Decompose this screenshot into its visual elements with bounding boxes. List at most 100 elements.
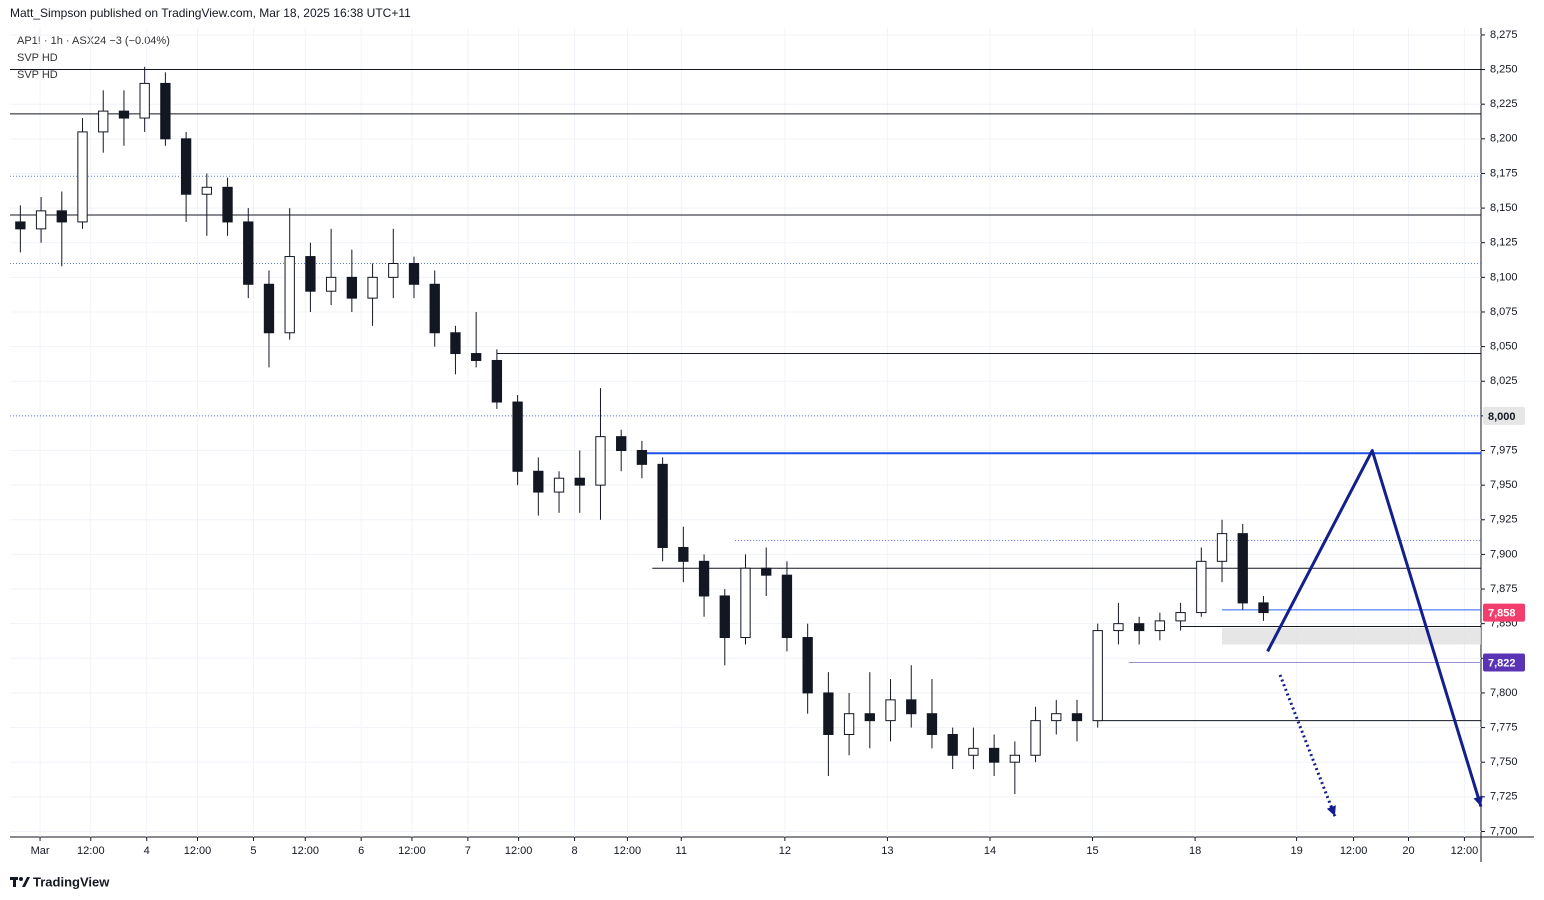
x-tick-label: 14: [984, 845, 996, 857]
brand: TradingView: [33, 874, 110, 889]
candle-body: [1216, 533, 1228, 562]
x-tick-label: 12:00: [614, 845, 642, 857]
candle-body: [450, 332, 461, 355]
price-tag: [1483, 653, 1525, 672]
candle-body: [1154, 620, 1166, 632]
candle-body: [761, 567, 772, 576]
y-tick-label: 8,075: [1490, 306, 1518, 318]
candle-body: [1133, 623, 1145, 632]
x-tick-label: 12:00: [184, 845, 212, 857]
candle-body: [305, 256, 316, 292]
candle-body: [906, 699, 917, 715]
candle-body: [802, 637, 813, 694]
x-tick-label: 12:00: [1451, 845, 1479, 857]
y-tick-label: 8,125: [1490, 237, 1518, 249]
candle-body: [719, 595, 730, 639]
candle-body: [698, 560, 710, 597]
candle-body: [35, 210, 47, 230]
candle-body: [408, 262, 420, 285]
y-tick-label: 7,750: [1490, 756, 1518, 768]
x-tick-label: 7: [465, 845, 471, 857]
candle-body: [367, 276, 378, 299]
y-tick-label: 7,950: [1490, 479, 1518, 491]
x-tick-label: 18: [1189, 845, 1201, 857]
indicator-legend: SVP HD: [17, 69, 58, 81]
y-tick-label: 7,775: [1490, 721, 1518, 733]
candle-body: [1071, 713, 1083, 722]
publisher: Matt_Simpson published on TradingView.co…: [10, 6, 411, 20]
x-tick-label: 12:00: [1340, 845, 1368, 857]
candle-body: [243, 221, 254, 285]
candle-body: [284, 256, 295, 334]
x-tick-label: 12: [779, 845, 791, 857]
candle-body: [947, 733, 958, 756]
x-tick-label: 15: [1086, 845, 1098, 857]
candle-body: [1196, 560, 1207, 614]
candle-body: [1175, 612, 1186, 622]
candle-body: [139, 82, 150, 119]
candle-body: [595, 436, 606, 486]
candle-body: [553, 477, 565, 493]
candle-body: [823, 692, 834, 735]
x-tick-label: 19: [1290, 845, 1302, 857]
x-tick-label: 4: [144, 845, 150, 857]
y-tick-label: 8,225: [1490, 98, 1518, 110]
candle-body: [864, 713, 875, 722]
symbol-legend: AP1! · 1h · ASX24 −3 (−0.04%): [17, 35, 170, 47]
price-tag-label: 7,858: [1488, 607, 1516, 619]
x-tick-label: 11: [676, 845, 687, 857]
candle-body: [1258, 602, 1269, 614]
arrow-head: [1473, 795, 1483, 807]
candle-body: [926, 713, 938, 735]
candle-body: [98, 110, 109, 133]
y-tick-label: 7,875: [1490, 583, 1518, 595]
x-tick-label: Mar: [31, 845, 50, 857]
candle-body: [346, 276, 358, 299]
candle-body: [1092, 630, 1103, 722]
candle-body: [740, 567, 751, 639]
candle-body: [160, 82, 171, 140]
x-tick-label: 12:00: [398, 845, 426, 857]
trend-arrow: [1266, 449, 1483, 807]
trend-arrow: [1278, 674, 1337, 817]
x-tick-label: 8: [572, 845, 578, 857]
candle-body: [885, 699, 896, 722]
candle-body: [222, 186, 233, 223]
x-tick-label: 12:00: [291, 845, 319, 857]
candle-body: [1237, 533, 1248, 604]
x-tick-label: 12:00: [505, 845, 533, 857]
candle-body: [15, 221, 26, 230]
price-tag: [1483, 603, 1525, 622]
candle-body: [201, 186, 212, 195]
y-tick-label: 8,050: [1490, 341, 1518, 353]
candle-body: [512, 401, 523, 472]
zone: [1222, 627, 1481, 645]
y-tick-label: 7,725: [1490, 791, 1518, 803]
y-tick-label: 7,800: [1490, 687, 1518, 699]
y-tick-label: 8,175: [1490, 167, 1518, 179]
candle-body: [1113, 623, 1124, 632]
x-tick-label: 6: [358, 845, 364, 857]
y-tick-label: 7,900: [1490, 548, 1518, 560]
candle-body: [180, 138, 192, 195]
candle-body: [574, 477, 585, 486]
candle-body: [1051, 713, 1062, 722]
candle-body: [988, 747, 1000, 763]
price-tag-label: 7,822: [1488, 657, 1516, 669]
candle-body: [388, 262, 399, 278]
candle-body: [491, 359, 503, 403]
price-tag: [1483, 406, 1525, 425]
x-tick-label: 13: [881, 845, 893, 857]
candle-body: [471, 353, 482, 361]
y-tick-label: 8,275: [1490, 29, 1518, 41]
y-tick-label: 8,200: [1490, 133, 1518, 145]
x-tick-label: 20: [1402, 845, 1414, 857]
arrow-head: [1326, 805, 1336, 817]
x-tick-label: 5: [250, 845, 256, 857]
y-tick-label: 8,150: [1490, 202, 1518, 214]
candle-body: [781, 574, 793, 639]
indicator-legend: SVP HD: [17, 52, 58, 64]
candle-body: [56, 210, 67, 223]
x-tick-label: 12:00: [77, 845, 105, 857]
